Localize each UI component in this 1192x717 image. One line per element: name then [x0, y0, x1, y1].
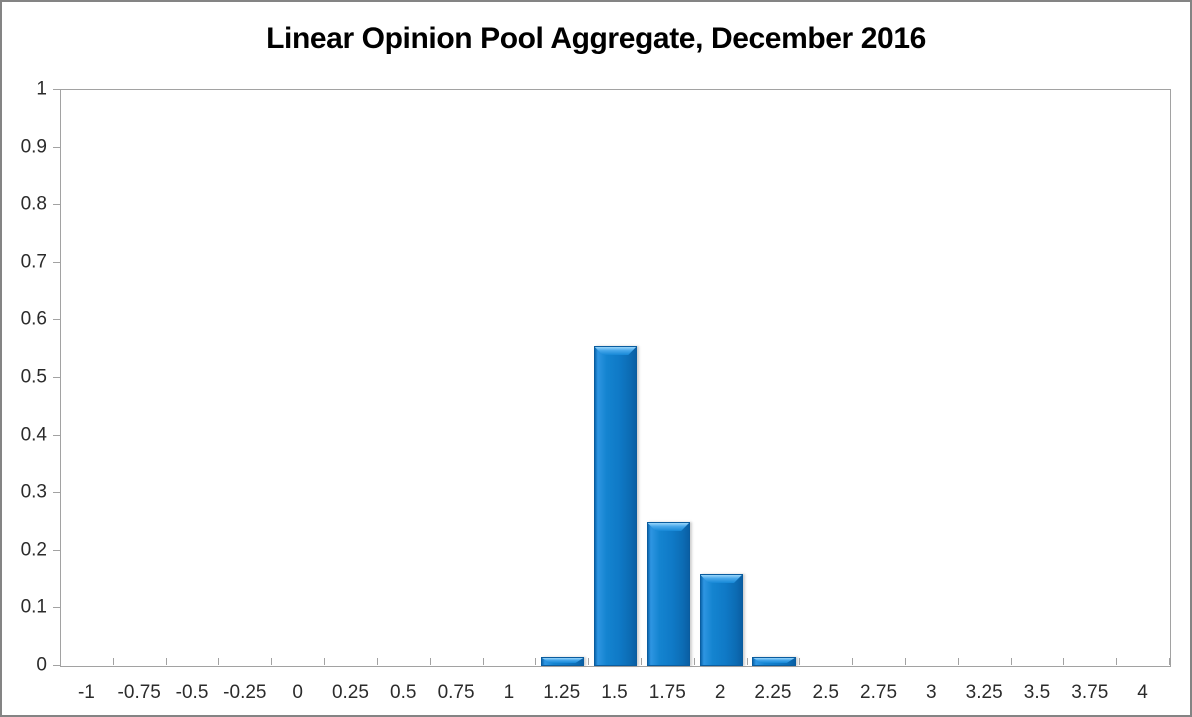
bar-top-bevel	[594, 347, 637, 355]
x-axis-label: 3.5	[1023, 682, 1051, 703]
bar	[699, 574, 743, 666]
x-axis-tick	[799, 658, 801, 665]
x-axis-label: 1.25	[543, 682, 581, 703]
x-axis-label: 3	[926, 682, 937, 703]
bar	[752, 657, 796, 666]
x-axis-tick	[218, 658, 220, 665]
x-axis-tick	[957, 658, 959, 665]
x-axis-label: 1.75	[648, 682, 686, 703]
x-axis-tick	[324, 658, 325, 665]
x-axis-tick	[640, 658, 642, 665]
x-axis-tick	[112, 658, 114, 665]
y-axis-label: 1	[36, 78, 47, 100]
y-axis-tick	[53, 607, 60, 609]
y-axis-tick	[53, 261, 60, 263]
bar-top-bevel	[700, 575, 742, 583]
bar-top-bevel	[647, 523, 689, 531]
x-axis-tick	[535, 658, 537, 665]
x-axis-label: 0	[292, 682, 303, 703]
y-axis-label: 0.3	[20, 481, 47, 503]
x-axis-label: -0.75	[117, 682, 161, 703]
y-axis-label: 0.9	[20, 136, 47, 158]
x-axis-tick	[1169, 658, 1170, 665]
x-axis-tick	[746, 658, 748, 665]
y-axis-label: 0.1	[20, 596, 47, 618]
x-axis-label: 0.25	[331, 682, 369, 703]
plot-area	[60, 89, 1171, 667]
x-axis-tick	[1116, 658, 1118, 665]
x-axis-tick	[905, 658, 906, 665]
bar-top-bevel	[542, 658, 584, 663]
x-axis-tick	[1063, 658, 1065, 665]
x-axis-tick	[376, 658, 378, 665]
y-axis-tick	[53, 549, 60, 551]
x-axis-tick	[588, 658, 590, 665]
x-axis-label: 0.75	[437, 682, 475, 703]
x-axis-label: 1.5	[601, 682, 628, 703]
x-axis-tick	[60, 658, 61, 665]
x-axis-label: 0.5	[390, 682, 417, 703]
x-axis-label: 2	[714, 682, 726, 703]
y-axis-label: 0.8	[20, 193, 47, 215]
y-axis-label: 0.6	[20, 308, 47, 330]
x-axis-label: -0.25	[223, 682, 267, 703]
bar	[593, 346, 638, 666]
x-axis-label: -1	[77, 682, 95, 703]
y-axis-tick	[53, 204, 60, 206]
x-axis-tick	[165, 658, 167, 665]
x-axis-label: 3.25	[965, 682, 1003, 703]
y-axis-label: 0.4	[20, 424, 47, 446]
x-axis-label: 2.5	[812, 682, 839, 703]
x-axis-tick	[482, 658, 484, 665]
y-axis-tick	[53, 492, 60, 494]
x-axis-tick	[271, 658, 273, 665]
y-axis-label: 0.5	[20, 366, 47, 388]
x-axis-label: 4	[1137, 682, 1148, 703]
x-axis-tick	[852, 658, 854, 665]
x-axis-label: -0.5	[175, 682, 209, 703]
bar-top-bevel	[753, 658, 795, 663]
y-axis-tick	[53, 89, 60, 90]
x-axis-label: 1	[503, 682, 515, 703]
y-axis-tick	[53, 146, 60, 148]
bar	[541, 657, 585, 666]
y-axis-label: 0.7	[20, 251, 47, 273]
chart-title: Linear Opinion Pool Aggregate, December …	[266, 22, 926, 55]
y-axis-tick	[53, 377, 60, 378]
y-axis-tick	[53, 319, 60, 321]
x-axis-label: 2.75	[860, 682, 898, 703]
x-axis-tick	[1010, 658, 1012, 665]
y-axis-tick	[53, 665, 60, 666]
x-axis-tick	[693, 658, 695, 665]
y-axis-label: 0	[36, 654, 47, 676]
y-axis-label: 0.2	[20, 539, 47, 561]
x-axis-tick	[429, 658, 431, 665]
x-axis-label: 3.75	[1071, 682, 1109, 703]
x-axis-label: 2.25	[754, 682, 792, 703]
y-axis-tick	[53, 434, 60, 436]
bar	[646, 522, 690, 666]
